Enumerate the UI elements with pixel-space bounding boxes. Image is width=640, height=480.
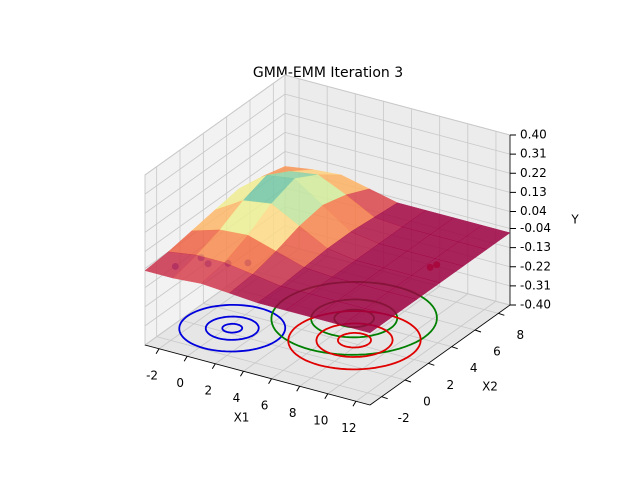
y-tick-label: 0.40: [520, 128, 547, 142]
tick-mark: [428, 362, 435, 366]
tick-mark: [381, 396, 388, 400]
contour: [178, 303, 287, 353]
grid-line: [284, 131, 511, 193]
grid-line: [144, 93, 286, 195]
grid-line: [284, 112, 511, 174]
grid-line: [284, 93, 511, 155]
y-tick-label: 0.04: [520, 204, 547, 218]
contour: [204, 315, 260, 341]
grid-line: [284, 151, 511, 212]
tick-mark: [211, 363, 216, 370]
contour: [221, 322, 244, 334]
x1-axis-label: X1: [234, 411, 250, 425]
contour: [336, 331, 372, 349]
grid-line: [355, 300, 497, 402]
y-tick-label: 0.31: [520, 147, 547, 161]
grid-line: [203, 302, 429, 364]
y-tick-label: -0.22: [520, 259, 551, 273]
tick-mark: [183, 355, 188, 362]
x2-tick-label: -2: [398, 411, 410, 425]
tick-mark: [352, 400, 357, 407]
tick-mark: [155, 348, 160, 355]
grid-line: [144, 74, 286, 176]
grid-line: [156, 336, 382, 398]
x1-tick-label: 8: [289, 406, 297, 420]
y-tick-label: -0.40: [520, 298, 551, 312]
y-axis-label: Y: [570, 213, 579, 227]
x2-tick-label: 8: [517, 328, 525, 342]
x1-tick-label: 6: [261, 398, 269, 412]
x1-tick-label: -2: [146, 368, 158, 382]
grid-line: [144, 132, 286, 233]
x1-tick-label: 12: [341, 421, 356, 435]
x2-axis-label: X2: [482, 380, 498, 394]
y-tick-label: 0.22: [520, 166, 547, 180]
grid-line: [284, 74, 511, 136]
x2-tick-label: 2: [447, 378, 455, 392]
surface-patch: [341, 308, 394, 334]
grid-line: [144, 112, 286, 214]
x1-tick-label: 10: [313, 413, 328, 427]
tick-mark: [296, 385, 301, 392]
y-tick-label: -0.04: [520, 221, 551, 235]
x1-tick-label: 2: [204, 383, 212, 397]
y-tick-label: -0.31: [520, 278, 551, 292]
contour: [315, 322, 394, 358]
tick-mark: [240, 370, 244, 377]
tick-mark: [498, 312, 505, 316]
tick-mark: [451, 346, 458, 350]
grid-line: [144, 151, 286, 252]
contour: [287, 310, 422, 371]
tick-mark: [404, 379, 412, 383]
tick-mark: [268, 378, 272, 385]
axis-line: [369, 304, 511, 406]
x1-tick-label: 0: [176, 376, 184, 390]
y-tick-label: 0.13: [520, 185, 547, 199]
x2-tick-label: 0: [423, 395, 431, 409]
axis-line: [144, 344, 371, 406]
y-tick-label: -0.13: [520, 240, 551, 254]
grid-line: [327, 293, 469, 395]
x2-tick-label: 6: [493, 345, 501, 359]
chart-title: GMM-EMM Iteration 3: [253, 65, 403, 81]
x2-tick-label: 4: [470, 361, 478, 375]
tick-mark: [324, 393, 329, 400]
tick-mark: [474, 329, 482, 333]
x1-tick-label: 4: [233, 391, 241, 405]
